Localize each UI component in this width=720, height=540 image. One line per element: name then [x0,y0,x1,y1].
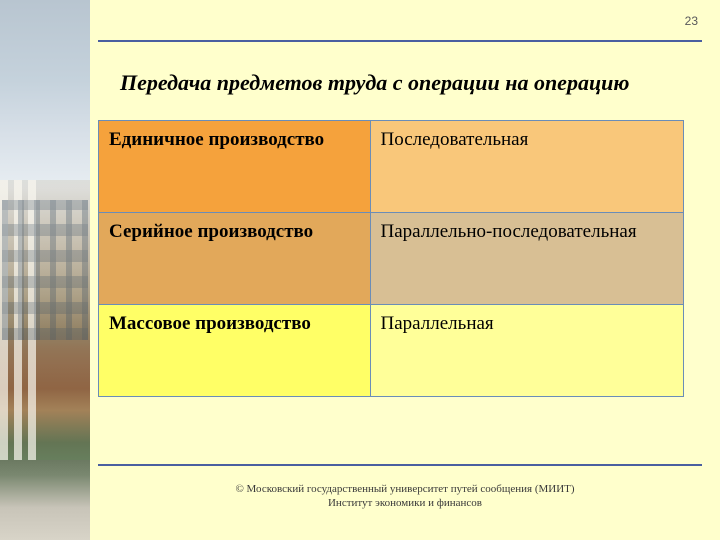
table-row: Единичное производство Последовательная [99,121,684,213]
table-row: Серийное производство Параллельно-послед… [99,213,684,305]
top-rule [98,40,702,42]
cell-transfer-type: Параллельная [370,305,683,397]
footer: © Московский государственный университет… [90,482,720,511]
footer-line-1: © Московский государственный университет… [90,482,720,496]
slide-title: Передача предметов труда с операции на о… [120,70,680,96]
bottom-rule [98,464,702,466]
cell-production-type: Серийное производство [99,213,371,305]
transfer-table: Единичное производство Последовательная … [98,120,684,397]
cell-transfer-type: Последовательная [370,121,683,213]
left-photo-windows [2,200,88,340]
cell-production-type: Массовое производство [99,305,371,397]
cell-transfer-type: Параллельно-последовательная [370,213,683,305]
page-number: 23 [685,14,698,28]
cell-production-type: Единичное производство [99,121,371,213]
table-row: Массовое производство Параллельная [99,305,684,397]
footer-line-2: Институт экономики и финансов [90,496,720,510]
